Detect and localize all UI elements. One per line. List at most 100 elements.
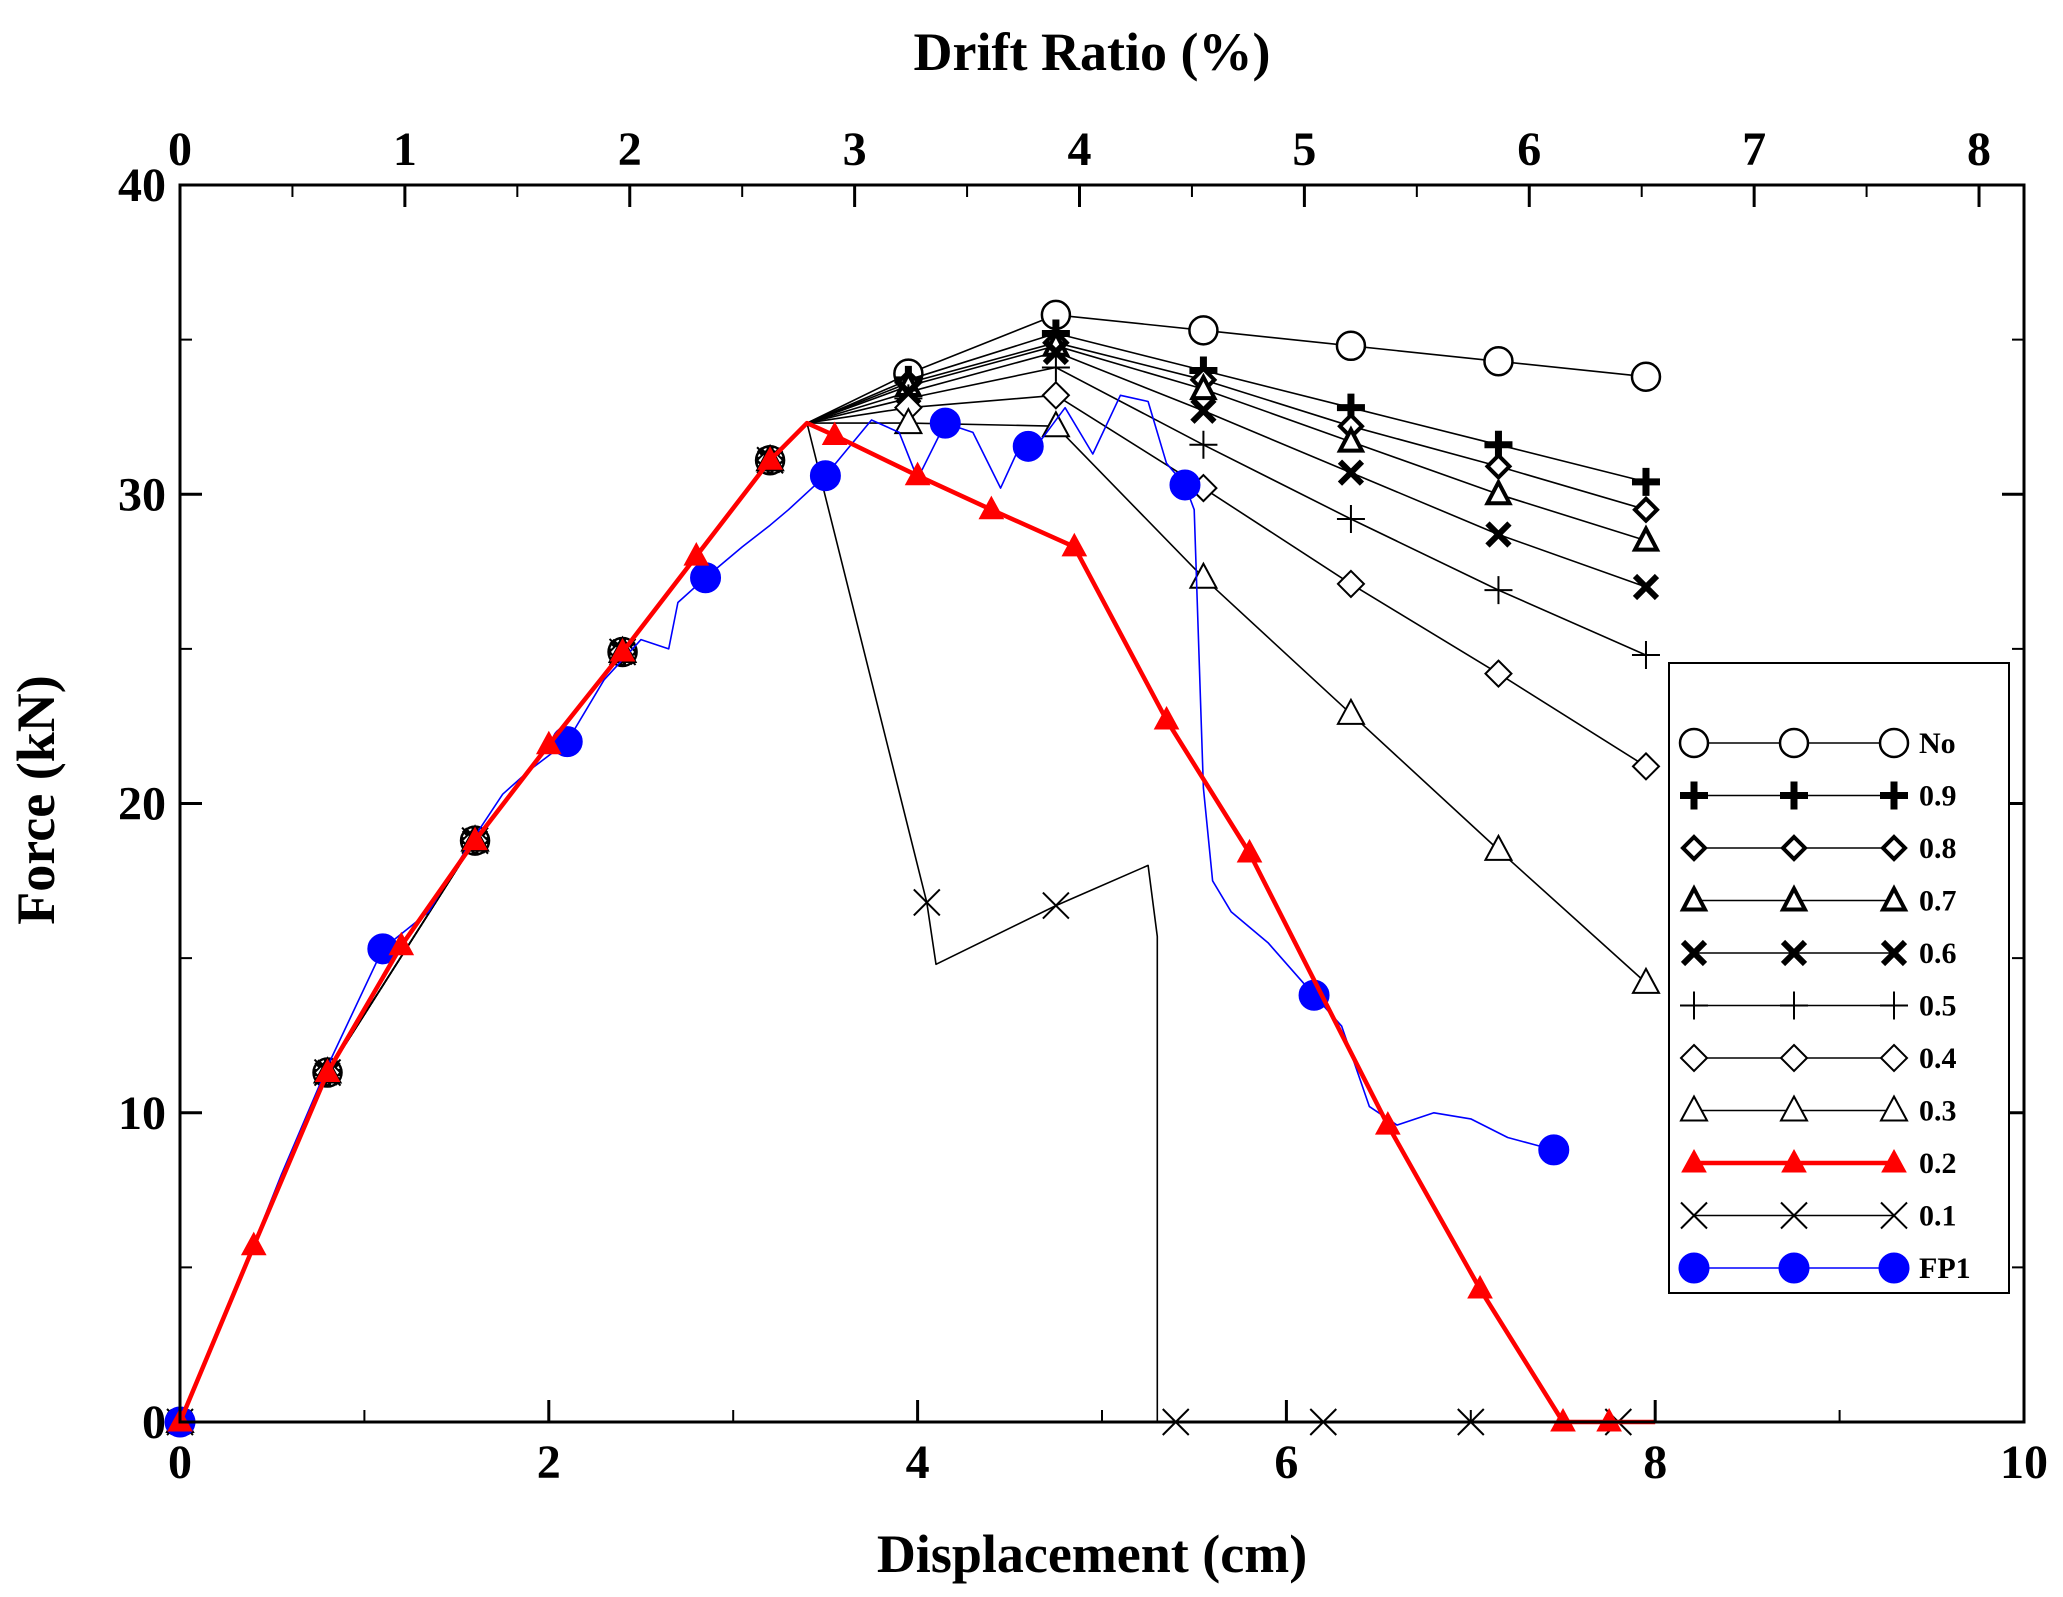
marker-shape xyxy=(1336,697,1366,725)
legend: No 0.9 0.8 0.7 0.6 0.5 0.4 0.3 0.2 0.1 FP1 xyxy=(1668,662,2010,1294)
data-point xyxy=(1042,338,1070,366)
marker-shape xyxy=(1631,641,1660,670)
top-axis-title: Drift Ratio (%) xyxy=(914,22,1271,82)
marker-shape xyxy=(893,407,924,435)
data-point xyxy=(1631,966,1661,994)
marker-shape xyxy=(1879,1094,1909,1122)
marker-shape xyxy=(1778,1252,1810,1284)
marker-shape xyxy=(1778,727,1810,759)
marker-shape xyxy=(1680,834,1708,862)
marker-shape xyxy=(1679,1094,1709,1122)
data-point xyxy=(1041,410,1071,438)
marker-shape xyxy=(1485,521,1512,548)
legend-marker xyxy=(1780,1201,1808,1230)
marker-shape xyxy=(1042,891,1070,920)
data-point xyxy=(1169,469,1201,501)
marker-shape xyxy=(1484,576,1513,605)
marker-shape xyxy=(1596,1407,1622,1432)
x2-tick-label: 4 xyxy=(1068,123,1092,176)
marker-shape xyxy=(1680,939,1708,967)
legend-marker xyxy=(1879,1043,1909,1073)
data-point xyxy=(609,637,636,662)
legend-marker xyxy=(1680,834,1708,862)
series-layer xyxy=(164,299,1662,1438)
marker-shape xyxy=(1780,939,1808,967)
data-point xyxy=(1337,459,1365,486)
marker-shape xyxy=(1879,884,1909,912)
data-point xyxy=(1632,573,1660,601)
legend-item-0-1: 0.1 xyxy=(1680,1200,1957,1233)
series-fp1 xyxy=(164,394,1570,1438)
marker-shape xyxy=(1780,991,1808,1020)
data-point xyxy=(904,461,931,486)
marker-shape xyxy=(690,562,722,594)
data-point xyxy=(929,407,961,439)
marker-shape xyxy=(1631,751,1661,781)
marker-shape xyxy=(1061,532,1088,557)
legend-marker xyxy=(1779,1094,1809,1122)
marker-shape xyxy=(1880,781,1908,810)
data-point xyxy=(1483,346,1514,377)
data-point xyxy=(388,931,415,956)
marker-shape xyxy=(1484,452,1513,481)
legend-marker xyxy=(1781,1148,1807,1173)
data-point xyxy=(1190,397,1217,424)
marker-shape xyxy=(1781,1148,1807,1173)
marker-shape xyxy=(1631,966,1661,994)
y-tick-label: 0 xyxy=(142,1396,166,1449)
legend-marker xyxy=(1680,991,1708,1020)
data-point xyxy=(1012,430,1044,462)
marker-shape xyxy=(1336,569,1366,599)
marker-shape xyxy=(809,460,841,492)
data-point xyxy=(240,1231,267,1256)
legend-marker xyxy=(1780,991,1808,1020)
marker-shape xyxy=(609,637,636,662)
marker-shape xyxy=(1483,346,1514,377)
marker-shape xyxy=(1678,1252,1710,1284)
legend-item-0-5: 0.5 xyxy=(1680,990,1957,1023)
marker-shape xyxy=(1681,1148,1707,1173)
data-point xyxy=(1189,430,1218,459)
legend-marker xyxy=(1780,781,1808,810)
marker-shape xyxy=(1780,834,1808,862)
legend-marker xyxy=(1880,1201,1908,1230)
data-point xyxy=(1483,833,1514,861)
y-tick-label: 40 xyxy=(118,159,166,212)
legend-label: 0.9 xyxy=(1919,780,1957,813)
marker-shape xyxy=(1878,727,1910,759)
data-point xyxy=(1374,1111,1401,1135)
data-point xyxy=(690,562,722,594)
x2-tick-label: 0 xyxy=(168,123,192,176)
data-point xyxy=(1467,1274,1493,1299)
data-point xyxy=(1630,361,1662,392)
marker-shape xyxy=(1041,353,1070,382)
marker-shape xyxy=(904,461,931,486)
data-point xyxy=(1236,838,1263,863)
marker-shape xyxy=(1680,781,1708,810)
legend-marker xyxy=(1680,939,1708,967)
data-point xyxy=(1041,380,1071,410)
legend-label: 0.3 xyxy=(1919,1095,1957,1128)
data-point xyxy=(1550,1407,1576,1432)
y-tick-label: 20 xyxy=(118,778,166,831)
marker-shape xyxy=(1042,338,1070,366)
marker-shape xyxy=(1189,372,1218,401)
legend-item-0-9: 0.9 xyxy=(1680,780,1957,813)
data-point xyxy=(314,1058,341,1083)
data-point xyxy=(1336,697,1366,725)
marker-shape xyxy=(1335,330,1367,362)
marker-shape xyxy=(1879,1043,1909,1073)
data-point xyxy=(893,407,924,435)
marker-shape xyxy=(1881,1148,1907,1173)
data-point xyxy=(1484,659,1513,689)
legend-marker xyxy=(1679,1094,1709,1122)
x-tick-label: 2 xyxy=(537,1436,561,1489)
marker-shape xyxy=(1550,1407,1576,1432)
marker-shape xyxy=(1632,495,1660,524)
legend-item-0-6: 0.6 xyxy=(1680,937,1957,970)
marker-shape xyxy=(388,931,415,956)
marker-shape xyxy=(314,1058,341,1083)
x-tick-label: 10 xyxy=(2000,1436,2048,1489)
legend-marker xyxy=(1880,939,1908,967)
marker-shape xyxy=(1780,781,1808,810)
